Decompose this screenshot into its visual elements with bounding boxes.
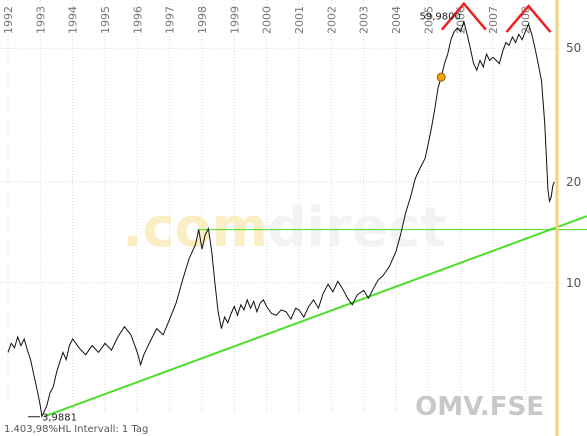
year-label: 1998	[196, 6, 209, 34]
support-trendline	[43, 215, 587, 418]
y-tick-label: 10	[566, 276, 581, 290]
year-label: 1997	[164, 6, 177, 34]
y-axis: 10 20 50	[566, 41, 581, 290]
year-label: 1996	[131, 6, 144, 34]
year-label: 2000	[261, 6, 274, 34]
year-label: 1992	[2, 6, 15, 34]
peak-marker	[505, 4, 552, 33]
watermark: .comdirect	[122, 196, 446, 259]
event-dot	[436, 72, 446, 82]
chart-grid	[0, 0, 560, 412]
footer-label: 1.403,98%HL Intervall: 1 Tag	[4, 424, 148, 435]
year-label: 2005	[422, 6, 435, 34]
trendlines	[43, 0, 587, 436]
year-label: 2003	[358, 6, 371, 34]
chart-markers: 59,9800 3,9881	[27, 1, 552, 424]
y-tick-label: 20	[566, 175, 581, 189]
watermark-suffix: direct	[268, 196, 446, 259]
low-annotation: 3,9881	[42, 413, 77, 424]
y-tick-label: 50	[566, 41, 581, 55]
year-label: 2004	[390, 6, 403, 34]
year-label: 1994	[67, 6, 80, 34]
year-label: 1995	[99, 6, 112, 34]
year-label: 1993	[34, 6, 47, 34]
year-label: 2002	[325, 6, 338, 34]
price-line	[7, 19, 555, 418]
symbol-label: OMV.FSE	[415, 392, 544, 422]
watermark-prefix: .com	[122, 196, 268, 259]
year-label: 1999	[228, 6, 241, 34]
peak-marker	[440, 1, 487, 31]
year-label: 2007	[487, 6, 500, 34]
high-annotation: 59,9800	[419, 12, 460, 23]
year-labels: 1992 1993 1994 1995 1996 1997 1998 1999 2000 2001…	[2, 6, 532, 34]
year-label: 2001	[293, 6, 306, 34]
year-label: 2006	[455, 6, 468, 34]
